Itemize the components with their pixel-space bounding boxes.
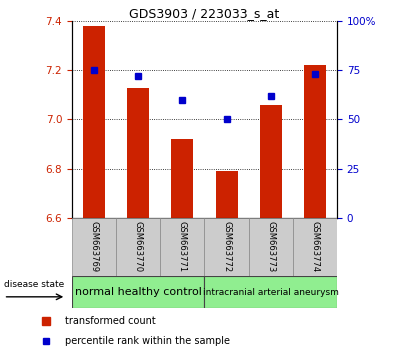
Bar [293, 218, 337, 276]
Bar [205, 276, 337, 308]
Bar [171, 139, 194, 218]
Bar [83, 26, 105, 218]
Text: transformed count: transformed count [65, 316, 156, 326]
Text: GSM663769: GSM663769 [90, 221, 99, 273]
Bar [127, 87, 149, 218]
Text: normal healthy control: normal healthy control [75, 287, 202, 297]
Title: GDS3903 / 223033_s_at: GDS3903 / 223033_s_at [129, 7, 279, 20]
Text: GSM663773: GSM663773 [266, 221, 275, 273]
Text: GSM663772: GSM663772 [222, 221, 231, 273]
Bar [304, 65, 326, 218]
Text: GSM663774: GSM663774 [310, 221, 319, 273]
Bar [215, 171, 238, 218]
Bar [160, 218, 205, 276]
Text: GSM663770: GSM663770 [134, 221, 143, 273]
Text: disease state: disease state [4, 280, 64, 289]
Text: intracranial arterial aneurysm: intracranial arterial aneurysm [203, 287, 339, 297]
Text: GSM663771: GSM663771 [178, 221, 187, 273]
Bar [116, 218, 160, 276]
Text: percentile rank within the sample: percentile rank within the sample [65, 336, 230, 346]
Bar [72, 218, 116, 276]
Bar [205, 218, 249, 276]
Bar [260, 105, 282, 218]
Bar [249, 218, 293, 276]
Bar [72, 276, 205, 308]
